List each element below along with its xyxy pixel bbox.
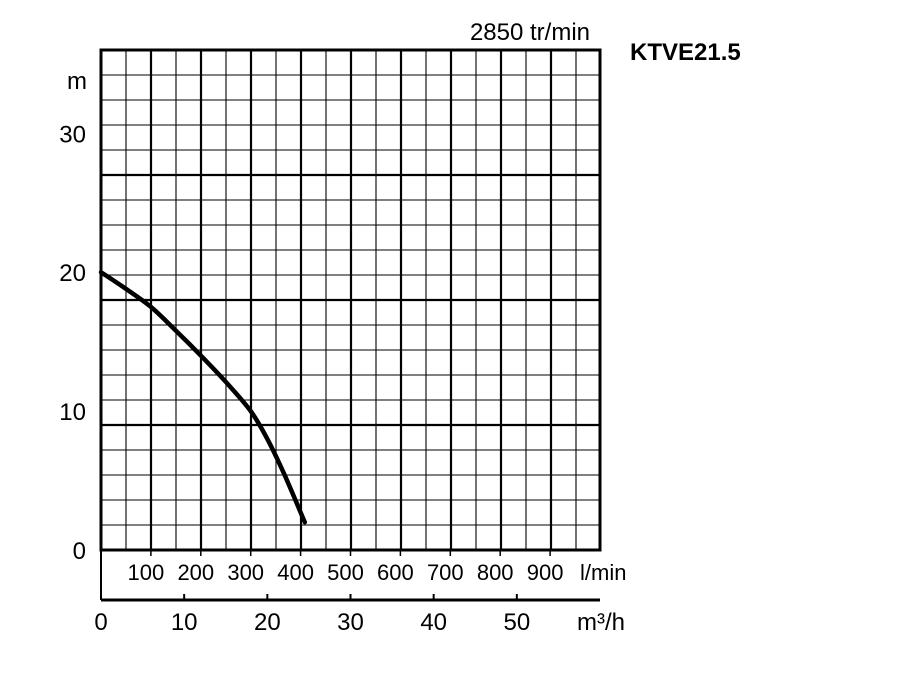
m3h-tick-label: 20 <box>254 609 281 636</box>
m3h-tick-labels: 0 10 20 30 40 50 <box>94 594 530 636</box>
lpm-tick-label: 700 <box>427 560 464 585</box>
lpm-axis-label: l/min <box>580 560 626 585</box>
y-axis-label: m <box>67 68 87 95</box>
lpm-tick-label: 100 <box>128 560 165 585</box>
m3h-tick-label: 30 <box>337 609 364 636</box>
lpm-tick-label: 500 <box>327 560 364 585</box>
lpm-tick-label: 300 <box>227 560 264 585</box>
model-label: KTVE21.5 <box>630 39 741 66</box>
lpm-tick-label: 900 <box>527 560 564 585</box>
y-tick-label: 10 <box>59 399 86 426</box>
lpm-tick-label: 400 <box>277 560 314 585</box>
lpm-tick-labels: 100 200 300 400 500 600 700 800 900 <box>128 550 564 585</box>
y-tick-label: 0 <box>73 538 86 565</box>
speed-label: 2850 tr/min <box>470 19 590 46</box>
m3h-tick-label: 40 <box>420 609 447 636</box>
y-tick-labels: 0 10 20 30 <box>59 121 86 565</box>
chart-grid <box>101 50 600 550</box>
lpm-tick-label: 200 <box>177 560 214 585</box>
lpm-tick-label: 800 <box>477 560 514 585</box>
y-tick-label: 30 <box>59 121 86 148</box>
m3h-axis-label: m³/h <box>577 609 625 636</box>
m3h-tick-label: 50 <box>503 609 530 636</box>
m3h-tick-label: 10 <box>171 609 198 636</box>
lpm-tick-label: 600 <box>377 560 414 585</box>
y-tick-label: 20 <box>59 260 86 287</box>
pump-curve-line <box>98 269 308 525</box>
pump-curve-layer <box>98 269 308 525</box>
m3h-tick-label: 0 <box>94 609 107 636</box>
